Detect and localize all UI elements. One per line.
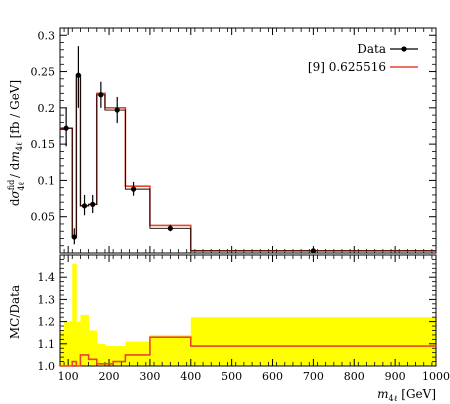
ratio-band-bin-3 [76,321,81,366]
ratio-band-bin-11 [190,317,437,366]
ratio-band-bin-6 [96,343,106,366]
mc-histogram [60,74,436,252]
data-point-8 [167,225,173,231]
x-tick-label-7: 800 [344,370,365,383]
main-y-tick-label-1: 0.1 [38,174,56,187]
ratio-y-tick-label-4: 1.4 [38,271,56,284]
main-y-tick-label-0: 0.05 [31,211,56,224]
main-y-tick-label-5: 0.3 [38,29,56,42]
legend-marker-data-dot [401,46,407,52]
ratio-band-bin-4 [80,314,89,366]
x-tick-label-9: 1000 [422,370,450,383]
x-tick-label-4: 500 [221,370,242,383]
data-point-6 [114,107,120,113]
x-tick-label-5: 600 [262,370,283,383]
data-point-7 [130,186,137,192]
ratio-panel-frame [59,254,437,367]
ratio-mc-line [60,336,436,367]
data-point-0 [63,125,69,131]
ratio-mc-line-path [60,336,436,367]
x-tick-labels: 100 200 300 400 500 600 700 800 900 1000 [58,370,450,383]
legend-label-data: Data [357,42,386,56]
x-tick-label-0: 100 [58,370,79,383]
ratio-uncertainty-band [60,263,437,366]
ratio-y-tick-label-1: 1.1 [38,338,56,351]
ratio-band-bin-8 [113,346,126,366]
ratio-band-bin-10 [149,334,192,366]
ratio-band-bin-2 [72,263,77,366]
data-points [63,46,316,254]
data-point-9 [310,248,316,254]
data-point-3 [81,203,88,209]
data-point-5 [98,92,104,98]
x-tick-label-2: 300 [139,370,160,383]
main-panel-frame [59,27,437,254]
x-axis-title: m4ℓ [GeV] [377,387,436,403]
ratio-y-tick-label-2: 1.2 [38,316,56,329]
ratio-band-bin-7 [104,346,114,366]
x-tick-label-3: 400 [180,370,201,383]
data-step-histogram [60,74,436,252]
data-step-line [60,74,436,252]
ratio-panel [59,254,437,367]
ratio-y-tick-labels: 1.0 1.1 1.2 1.3 1.4 [38,271,56,373]
mc-histogram-line [60,74,436,252]
legend: Data [9] 0.625516 [308,42,418,74]
x-tick-label-8: 900 [385,370,406,383]
ratio-minor-ticks [60,255,437,367]
ratio-band-bin-5 [88,330,98,366]
main-y-tick-label-3: 0.2 [38,102,56,115]
ratio-band-bin-9 [125,341,151,366]
main-y-axis-title: dσfid4ℓ / dm4ℓ [fb / GeV] [7,80,26,206]
main-y-tick-label-2: 0.15 [31,138,56,151]
ratio-y-axis-title: MC/Data [8,285,22,339]
ratio-band-bin-1 [64,321,73,366]
x-tick-label-6: 700 [303,370,324,383]
ratio-y-tick-label-0: 1.0 [38,360,56,373]
data-point-2 [75,72,81,78]
main-panel [59,27,437,254]
main-y-tick-label-4: 0.25 [31,66,56,79]
data-point-4 [90,201,96,207]
data-point-1 [71,234,77,240]
legend-label-mc: [9] 0.625516 [308,60,386,74]
x-tick-label-1: 200 [99,370,120,383]
main-y-tick-labels: 0.05 0.1 0.15 0.2 0.25 0.3 [31,29,56,223]
ratio-y-tick-label-3: 1.3 [38,293,56,306]
